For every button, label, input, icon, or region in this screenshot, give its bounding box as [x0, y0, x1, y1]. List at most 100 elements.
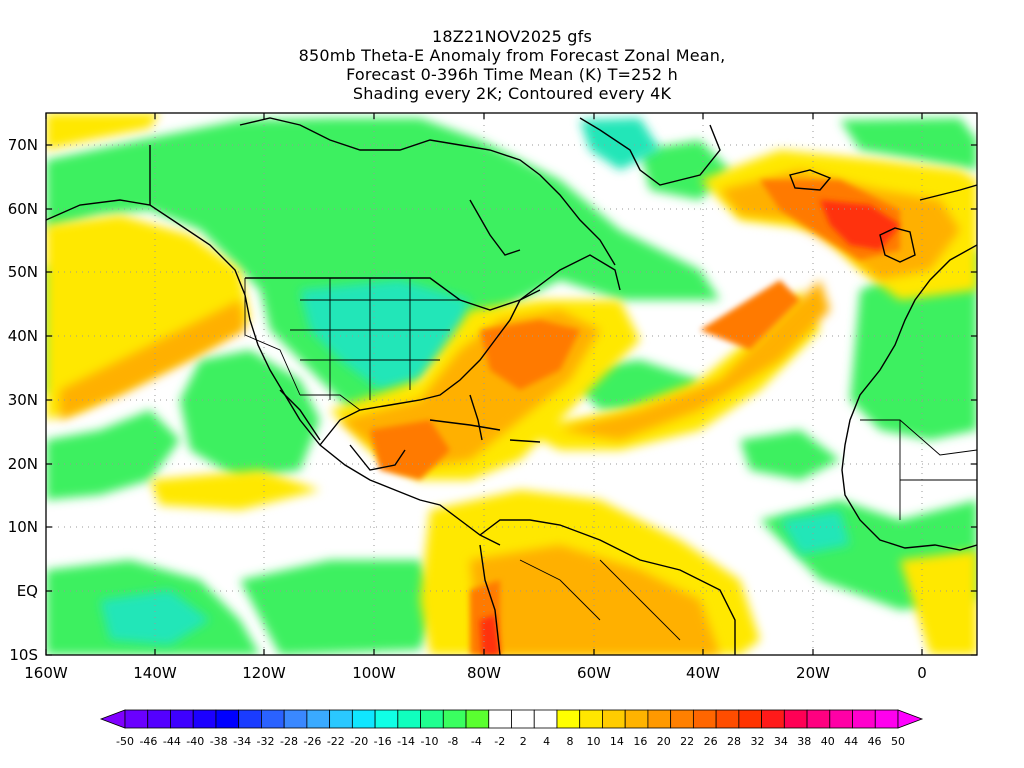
lon-label-0: 0: [917, 664, 927, 682]
colorbar-swatch: [329, 709, 353, 729]
colorbar-swatch: [465, 709, 490, 729]
lat-label-20n: 20N: [8, 455, 38, 473]
lon-label-120w: 120W: [242, 664, 286, 682]
map-frame: [45, 112, 978, 656]
lat-label-50n: 50N: [8, 263, 38, 281]
colorbar-swatch: [624, 709, 649, 729]
colorbar-label: -2: [494, 735, 505, 748]
colorbar-label: -28: [280, 735, 298, 748]
colorbar-label: -22: [327, 735, 345, 748]
lon-label-160w: 160W: [24, 664, 68, 682]
title-shading-info: Shading every 2K; Contoured every 4K: [352, 84, 672, 103]
lat-label-70n: 70N: [8, 136, 38, 154]
colorbar-label: -8: [447, 735, 458, 748]
colorbar-label: -26: [303, 735, 321, 748]
lon-label-40w: 40W: [686, 664, 720, 682]
lon-label-100w: 100W: [352, 664, 396, 682]
colorbar-swatch: [442, 709, 467, 729]
longitude-labels: 160W 140W 120W 100W 80W 60W 40W 20W 0: [24, 664, 927, 682]
colorbar: [99, 709, 924, 729]
colorbar-swatch: [874, 709, 899, 729]
colorbar-swatch: [670, 709, 694, 729]
colorbar-swatch: [306, 709, 331, 729]
colorbar-label: -38: [210, 735, 228, 748]
colorbar-swatch: [192, 709, 217, 729]
lat-label-10n: 10N: [8, 518, 38, 536]
colorbar-label: -44: [163, 735, 181, 748]
axis-ticks: [45, 113, 977, 656]
colorbar-swatch: [715, 709, 740, 729]
colorbar-swatch: [852, 709, 876, 729]
colorbar-swatch: [283, 709, 308, 729]
title-date-model: 18Z21NOV2025 gfs: [431, 27, 593, 46]
colorbar-label: -14: [397, 735, 415, 748]
colorbar-swatch: [124, 709, 149, 729]
colorbar-label: -4: [471, 735, 482, 748]
colorbar-label: 8: [567, 735, 574, 748]
colorbar-label: -46: [139, 735, 157, 748]
lat-label-eq: EQ: [17, 582, 38, 600]
colorbar-swatch: [351, 709, 376, 729]
colorbar-label: 34: [774, 735, 788, 748]
colorbar-swatch: [556, 709, 581, 729]
colorbar-label: 4: [543, 735, 550, 748]
title-forecast-window: Forecast 0-396h Time Mean (K) T=252 h: [346, 65, 678, 84]
colorbar-swatch: [170, 709, 194, 729]
colorbar-label: -20: [350, 735, 368, 748]
colorbar-arrow-left: [99, 709, 126, 729]
colorbar-swatch: [761, 709, 785, 729]
colorbar-swatch: [261, 709, 285, 729]
colorbar-swatch: [238, 709, 262, 729]
colorbar-label: -50: [116, 735, 134, 748]
colorbar-label: -10: [421, 735, 439, 748]
colorbar-label: 22: [680, 735, 694, 748]
lat-label-30n: 30N: [8, 391, 38, 409]
colorbar-swatch: [488, 709, 512, 729]
lat-label-10s: 10S: [9, 646, 38, 664]
colorbar-swatch: [692, 709, 717, 729]
colorbar-label: -34: [233, 735, 251, 748]
colorbar-label: 14: [610, 735, 624, 748]
colorbar-label: -32: [257, 735, 275, 748]
colorbar-swatch: [783, 709, 808, 729]
colorbar-swatch: [215, 709, 240, 729]
lon-label-20w: 20W: [796, 664, 830, 682]
coastlines: [46, 117, 977, 655]
colorbar-swatch: [533, 709, 558, 729]
colorbar-label: 38: [797, 735, 811, 748]
colorbar-label: -40: [186, 735, 204, 748]
lon-label-60w: 60W: [577, 664, 611, 682]
title-variable: 850mb Theta-E Anomaly from Forecast Zona…: [298, 46, 726, 65]
colorbar-label: 26: [704, 735, 718, 748]
colorbar-label: 32: [750, 735, 764, 748]
colorbar-swatch: [829, 709, 853, 729]
colorbar-label: 44: [844, 735, 858, 748]
colorbar-label: -16: [374, 735, 392, 748]
colorbar-label: 2: [520, 735, 527, 748]
colorbar-label: 46: [868, 735, 882, 748]
colorbar-swatch: [647, 709, 672, 729]
colorbar-swatch: [420, 709, 444, 729]
colorbar-arrow-right: [897, 709, 924, 729]
lon-label-140w: 140W: [133, 664, 177, 682]
colorbar-label: 40: [821, 735, 835, 748]
lat-label-40n: 40N: [8, 327, 38, 345]
lon-label-80w: 80W: [467, 664, 501, 682]
colorbar-label: 16: [633, 735, 647, 748]
colorbar-label: 50: [891, 735, 905, 748]
latitude-labels: 70N 60N 50N 40N 30N 20N 10N EQ 10S: [8, 136, 38, 664]
colorbar-swatch: [511, 709, 535, 729]
colorbar-swatch: [147, 709, 171, 729]
colorbar-swatch: [738, 709, 762, 729]
colorbar-swatch: [602, 709, 626, 729]
colorbar-swatch: [374, 709, 399, 729]
colorbar-label: 20: [657, 735, 671, 748]
lat-label-60n: 60N: [8, 200, 38, 218]
colorbar-swatch: [806, 709, 831, 729]
anomaly-shading: [46, 113, 977, 655]
political-borders: [244, 278, 977, 641]
colorbar-labels: -50 -46 -44 -40 -38 -34 -32 -28 -26 -22 -20 -16 -14-…: [116, 735, 905, 748]
colorbar-label: 10: [586, 735, 600, 748]
colorbar-swatch: [579, 709, 603, 729]
